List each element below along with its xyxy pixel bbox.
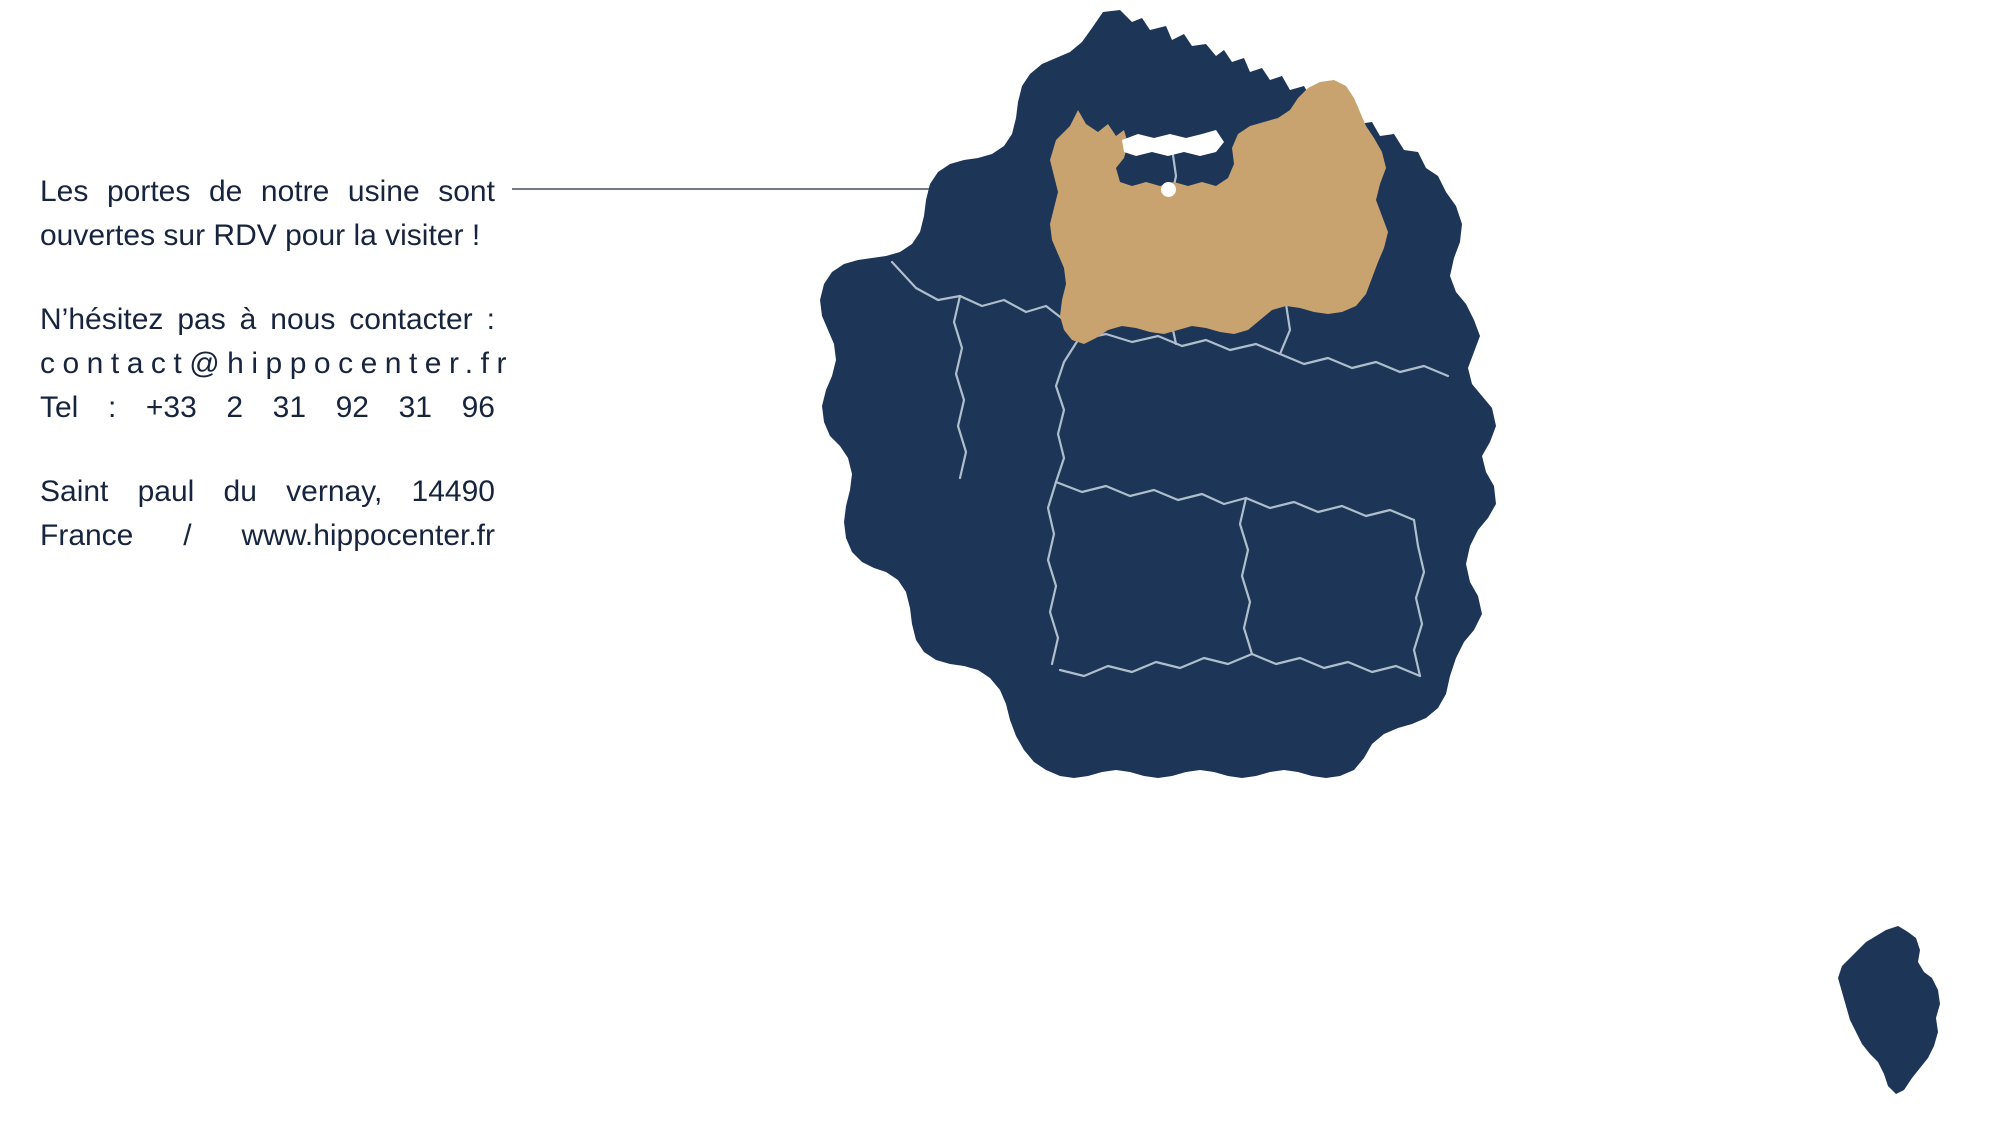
word: contacter <box>349 303 473 336</box>
contact-call-to-action: N’hésitez pas à nous contacter : <box>40 298 495 342</box>
region-border <box>1076 332 1282 356</box>
phone-line: Tel : +33 2 31 92 31 96 <box>40 386 495 430</box>
word: 96 <box>461 391 495 424</box>
normandie-coast-notch <box>1122 130 1224 156</box>
word: : <box>107 391 117 424</box>
corsica-shape <box>1838 926 1940 1094</box>
spacer <box>40 258 495 298</box>
word: Les <box>40 175 89 208</box>
word: de <box>208 175 243 208</box>
word: portes <box>106 175 191 208</box>
region-border <box>1278 352 1450 378</box>
word: 31 <box>272 391 307 424</box>
highlighted-region-normandie[interactable] <box>1050 80 1388 344</box>
word: sont <box>438 175 495 208</box>
word: 31 <box>398 391 432 424</box>
address-line: Saint paul du vernay, 14490 <box>40 470 495 514</box>
normandie-region-shape[interactable] <box>1050 80 1388 344</box>
france-map <box>820 0 2000 1124</box>
spacer <box>40 430 495 470</box>
word: pas <box>177 303 226 336</box>
word: paul <box>137 475 195 508</box>
region-border <box>952 294 968 480</box>
region-border <box>1054 480 1248 506</box>
region-border <box>1412 518 1426 678</box>
intro-line-1: Les portes de notre usine sont <box>40 170 495 214</box>
postal-address: Saint paul du vernay, 14490 France / www… <box>40 470 495 558</box>
word: Tel <box>40 391 79 424</box>
word: 92 <box>335 391 369 424</box>
word: 2 <box>226 391 244 424</box>
word: : <box>486 303 495 336</box>
leader-line <box>512 188 1167 190</box>
phone-number-line[interactable]: Tel : +33 2 31 92 31 96 <box>40 386 495 430</box>
region-border <box>1238 496 1254 656</box>
region-border <box>1250 652 1422 678</box>
email-address[interactable]: contact@hippocenter.fr <box>40 347 514 380</box>
word: à <box>239 303 257 336</box>
word: vernay, <box>286 475 383 508</box>
location-marker-dot <box>1161 182 1176 197</box>
word: notre <box>260 175 330 208</box>
contact-info-panel: Les portes de notre usine sont ouvertes … <box>40 170 514 558</box>
word: 14490 <box>411 475 495 508</box>
intro-paragraph: Les portes de notre usine sont ouvertes … <box>40 170 495 258</box>
word: N’hésitez <box>40 303 164 336</box>
corsica-island <box>1838 926 1940 1094</box>
country-and-website-line: France / www.hippocenter.fr <box>40 514 495 558</box>
region-border <box>1054 338 1080 484</box>
separator-slash: / <box>183 519 192 552</box>
region-border <box>1244 496 1416 522</box>
region-border <box>1058 652 1254 678</box>
word: usine <box>347 175 420 208</box>
word: +33 <box>145 391 197 424</box>
word: Saint <box>40 475 109 508</box>
region-border <box>890 260 1080 342</box>
website-link[interactable]: www.hippocenter.fr <box>241 519 495 552</box>
country-label: France <box>40 519 134 552</box>
intro-line-2: ouvertes sur RDV pour la visiter ! <box>40 219 481 252</box>
region-border <box>1046 480 1060 666</box>
word: nous <box>270 303 336 336</box>
word: du <box>223 475 257 508</box>
cta-line: N’hésitez pas à nous contacter : <box>40 298 495 342</box>
